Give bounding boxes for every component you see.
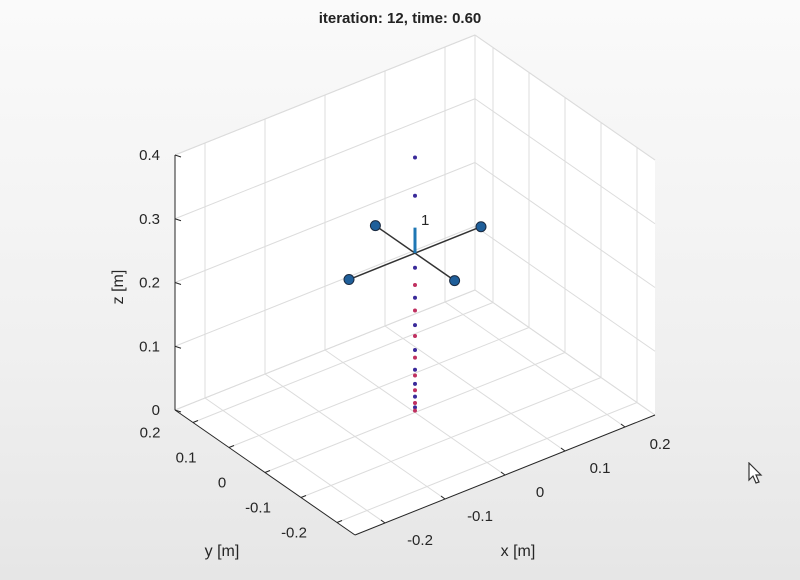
y-axis-label: y [m] — [205, 543, 240, 560]
trajectory-point — [413, 193, 417, 198]
x-tick — [380, 519, 386, 524]
grid-line-y — [228, 327, 530, 448]
y-tick-label: 0.2 — [140, 425, 161, 442]
y-tick-label: 0 — [218, 475, 226, 492]
x-tick-label: 0.2 — [650, 436, 671, 453]
z-tick — [174, 409, 182, 413]
y-tick-label: 0.1 — [176, 450, 197, 467]
x-axis-label: x [m] — [501, 543, 536, 560]
grid-line-y — [300, 377, 602, 498]
drone-rotor — [449, 275, 461, 287]
box-edge — [174, 289, 476, 411]
y-tick — [264, 470, 271, 473]
mouse-pointer-icon — [748, 462, 763, 484]
z-tick-label: 0.4 — [139, 147, 160, 164]
trajectory-point — [413, 265, 417, 270]
grid-line-z — [174, 98, 476, 220]
grid-line-z — [174, 225, 476, 347]
grid-line-z — [474, 98, 656, 225]
y-tick-label: -0.1 — [245, 500, 271, 517]
trajectory-point — [413, 394, 417, 399]
z-axis-label: z [m] — [110, 270, 127, 305]
x-tick — [440, 495, 446, 500]
z-tick — [174, 345, 182, 349]
x-tick-label: -0.1 — [467, 508, 493, 525]
x-tick-label: 0.1 — [590, 460, 611, 477]
trajectory-point — [413, 283, 417, 287]
trajectory-point — [413, 355, 417, 360]
z-tick-label: 0.3 — [139, 211, 160, 228]
trajectory-point — [413, 155, 417, 160]
z-tick — [174, 218, 182, 222]
y-tick — [300, 495, 307, 498]
drone-rotor — [343, 274, 355, 286]
trajectory-point — [413, 323, 417, 328]
trajectory-point — [413, 408, 417, 413]
drone-label: 1 — [421, 212, 429, 229]
grid-line-z — [474, 225, 656, 352]
trajectory-point — [413, 308, 417, 313]
trajectory-point — [413, 381, 417, 386]
x-tick — [500, 471, 506, 476]
box-edge — [474, 289, 656, 416]
box-edge — [474, 34, 656, 161]
y-tick — [336, 520, 343, 523]
drone-rotor — [475, 221, 487, 233]
trajectory-point — [413, 373, 417, 378]
y-tick — [192, 420, 199, 423]
grid-line-y — [336, 402, 638, 523]
trajectory-point — [413, 348, 417, 353]
box-edge — [174, 34, 476, 156]
trajectory-point — [413, 295, 417, 300]
z-tick — [174, 154, 182, 158]
x-tick-label: -0.2 — [407, 532, 433, 549]
z-tick-label: 0.1 — [139, 338, 160, 355]
x-tick — [560, 447, 566, 452]
trajectory-point — [413, 388, 417, 393]
trajectory-point — [413, 367, 417, 372]
z-tick — [174, 282, 182, 285]
grid-line-y — [192, 302, 494, 423]
y-tick — [228, 445, 235, 448]
grid-line-z — [474, 162, 656, 288]
grid-line-z — [174, 162, 476, 283]
z-tick-label: 0.2 — [139, 275, 160, 292]
trajectory-point — [413, 334, 417, 338]
z-tick-label: 0 — [152, 402, 160, 419]
drone-rotor — [369, 220, 381, 232]
trajectory-point — [413, 400, 417, 405]
x-tick-label: 0 — [536, 484, 544, 501]
trajectory-point — [413, 405, 417, 410]
x-tick — [620, 423, 626, 428]
chart-title: iteration: 12, time: 0.60 — [318, 10, 482, 27]
y-tick-label: -0.2 — [281, 525, 307, 542]
